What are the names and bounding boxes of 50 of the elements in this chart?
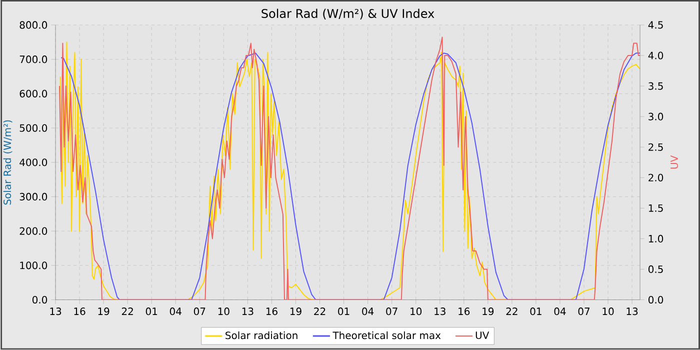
legend-label: Theoretical solar max bbox=[332, 332, 441, 340]
chart-title: Solar Rad (W/m²) & UV Index bbox=[262, 8, 434, 20]
legend-label: UV bbox=[476, 332, 490, 340]
x-tick-label: 01 bbox=[530, 308, 542, 316]
legend-label: Solar radiation bbox=[226, 332, 298, 340]
y-tick-label: 600.0 bbox=[20, 90, 48, 98]
x-tick-label: 22 bbox=[506, 308, 518, 316]
y-tick-label: 200.0 bbox=[20, 227, 48, 235]
x-tick-label: 10 bbox=[410, 308, 422, 316]
y2-tick-label: 0.5 bbox=[648, 266, 663, 274]
x-tick-label: 22 bbox=[314, 308, 326, 316]
x-tick-label: 13 bbox=[50, 308, 62, 316]
x-tick-label: 10 bbox=[602, 308, 614, 316]
x-tick-label: 10 bbox=[218, 308, 230, 316]
x-tick-label: 16 bbox=[458, 308, 470, 316]
y-tick-label: 700.0 bbox=[20, 56, 48, 64]
x-tick-label: 04 bbox=[554, 308, 566, 316]
x-tick-label: 04 bbox=[170, 308, 182, 316]
y2-tick-label: 2.5 bbox=[648, 143, 663, 152]
y2-tick-label: 1.0 bbox=[648, 235, 664, 243]
x-tick-label: 19 bbox=[98, 308, 110, 316]
x-tick-label: 16 bbox=[74, 308, 86, 316]
y2-axis-title: UV bbox=[670, 156, 678, 169]
x-tick-label: 13 bbox=[626, 308, 638, 316]
y2-tick-label: 1.5 bbox=[648, 204, 663, 212]
y-tick-label: 300.0 bbox=[20, 193, 48, 201]
y-tick-label: 400.0 bbox=[20, 158, 48, 166]
y-tick-label: 800.0 bbox=[20, 21, 48, 29]
x-tick-label: 01 bbox=[146, 308, 158, 316]
y-tick-label: 0.0 bbox=[32, 296, 48, 304]
x-tick-label: 19 bbox=[290, 308, 302, 316]
x-tick-label: 07 bbox=[386, 308, 398, 316]
y2-tick-label: 0.0 bbox=[648, 296, 664, 304]
y-tick-label: 100.0 bbox=[20, 262, 48, 270]
y-axis-title: Solar Rad (W/m²) bbox=[3, 120, 12, 205]
x-tick-label: 22 bbox=[122, 308, 133, 316]
y2-tick-label: 4.5 bbox=[648, 21, 663, 29]
y2-tick-label: 2.0 bbox=[648, 174, 664, 182]
x-tick-label: 07 bbox=[194, 308, 206, 316]
x-tick-label: 13 bbox=[242, 308, 254, 316]
y2-tick-label: 3.0 bbox=[648, 112, 664, 120]
y2-tick-label: 3.5 bbox=[648, 82, 663, 90]
x-tick-label: 16 bbox=[266, 308, 278, 316]
y2-tick-label: 4.0 bbox=[648, 52, 664, 60]
x-tick-label: 13 bbox=[434, 308, 446, 316]
y-tick-label: 500.0 bbox=[20, 124, 48, 132]
x-tick-label: 01 bbox=[338, 308, 350, 316]
x-tick-label: 07 bbox=[578, 308, 590, 316]
x-tick-label: 04 bbox=[362, 308, 374, 316]
x-tick-label: 19 bbox=[482, 308, 494, 316]
